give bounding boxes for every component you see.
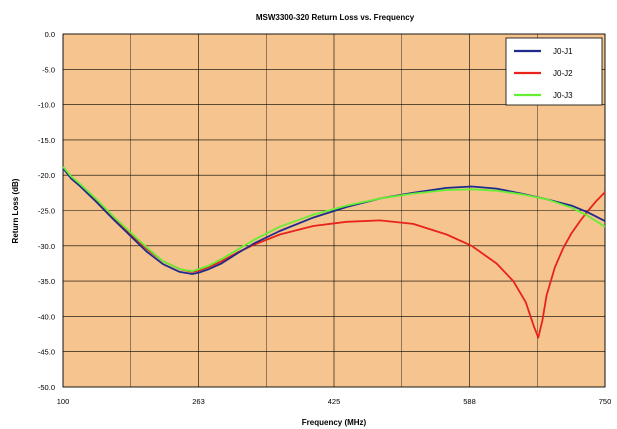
y-tick-label: -45.0 [38,348,55,357]
legend-label-j0-j1: J0-J1 [553,47,573,56]
y-tick-label: -25.0 [38,207,55,216]
x-tick-label: 100 [57,397,70,406]
y-tick-label: -40.0 [38,312,55,321]
series-line-j0-j3 [62,166,606,273]
y-tick-label: -15.0 [38,136,55,145]
y-axis-label: Return Loss (dB) [11,178,20,243]
x-tick-label: 750 [599,397,612,406]
legend-label-j0-j2: J0-J2 [553,69,573,78]
legend-label-j0-j3: J0-J3 [553,91,573,100]
y-tick-label: 0.0 [45,30,55,39]
chart-title: MSW3300-320 Return Loss vs. Frequency [256,13,415,22]
x-tick-labels: 100 263 425 588 750 [57,397,612,406]
y-tick-label: -5.0 [42,65,55,74]
x-axis-label: Frequency (MHz) [302,418,367,427]
legend-box [505,37,603,106]
x-tick-label: 263 [192,397,205,406]
legend: J0-J1 J0-J2 J0-J3 [505,37,603,106]
gridlines [62,33,606,388]
y-tick-label: -20.0 [38,171,55,180]
y-tick-labels: 0.0 -5.0 -10.0 -15.0 -20.0 -25.0 -30.0 -35.0 -40… [38,30,55,392]
series-line-j0-j2 [62,167,606,339]
y-tick-label: -50.0 [38,383,55,392]
y-tick-label: -35.0 [38,277,55,286]
y-tick-label: -30.0 [38,242,55,251]
y-tick-label: -10.0 [38,101,55,110]
x-tick-label: 588 [463,397,476,406]
series-lines [62,166,606,339]
series-line-j0-j1 [62,167,606,275]
x-tick-label: 425 [328,397,341,406]
